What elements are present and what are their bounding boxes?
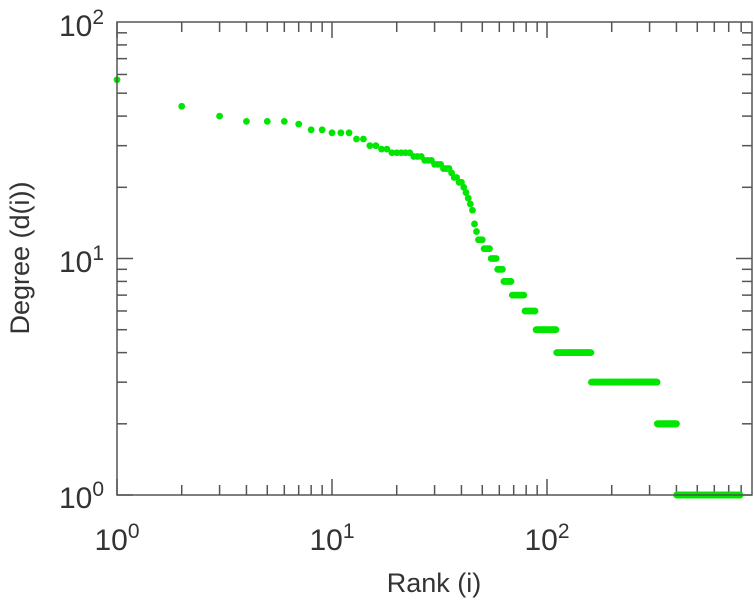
data-point: [280, 117, 288, 125]
data-point: [492, 255, 500, 262]
data-point: [360, 135, 367, 143]
plot-frame: [116, 21, 753, 496]
data-point: [486, 245, 493, 253]
data-point: [353, 135, 360, 143]
data-point: [216, 112, 223, 120]
data-point: [653, 378, 661, 386]
data-point: [345, 129, 353, 137]
data-point: [388, 149, 396, 157]
data-point: [471, 220, 478, 228]
data-point: [178, 102, 186, 110]
data-point: [520, 291, 528, 299]
y-tick-label-10: 101: [59, 242, 104, 279]
data-point: [307, 126, 315, 134]
data-point: [383, 145, 391, 153]
data-point: [507, 278, 515, 285]
data-point: [478, 236, 486, 244]
x-tick-label-1: 100: [94, 520, 139, 557]
data-point: [460, 183, 468, 191]
data-point: [464, 194, 472, 202]
data-point: [462, 189, 470, 196]
x-tick-label-100: 102: [524, 520, 569, 557]
data-point: [469, 206, 476, 214]
x-tick-label-10: 101: [309, 520, 354, 557]
y-tick-label-1: 100: [59, 478, 104, 515]
data-point: [531, 307, 539, 315]
data-point: [587, 349, 595, 357]
data-point: [337, 129, 345, 137]
axis-ticks: [116, 22, 752, 496]
data-point: [466, 200, 474, 208]
data-point: [372, 142, 380, 150]
data-point: [263, 117, 271, 125]
data-point: [498, 265, 506, 273]
data-point: [473, 228, 480, 235]
data-points: [113, 76, 744, 499]
data-point: [243, 117, 250, 125]
data-point: [318, 126, 326, 134]
data-point: [552, 326, 560, 334]
y-axis-label: Degree (d(i)): [5, 181, 35, 334]
data-point: [378, 145, 385, 153]
data-point: [673, 420, 680, 428]
x-axis-label: Rank (i): [387, 568, 482, 598]
data-point: [295, 120, 303, 128]
data-point: [328, 129, 336, 137]
data-point: [366, 142, 374, 150]
y-tick-label-100: 102: [59, 6, 104, 43]
